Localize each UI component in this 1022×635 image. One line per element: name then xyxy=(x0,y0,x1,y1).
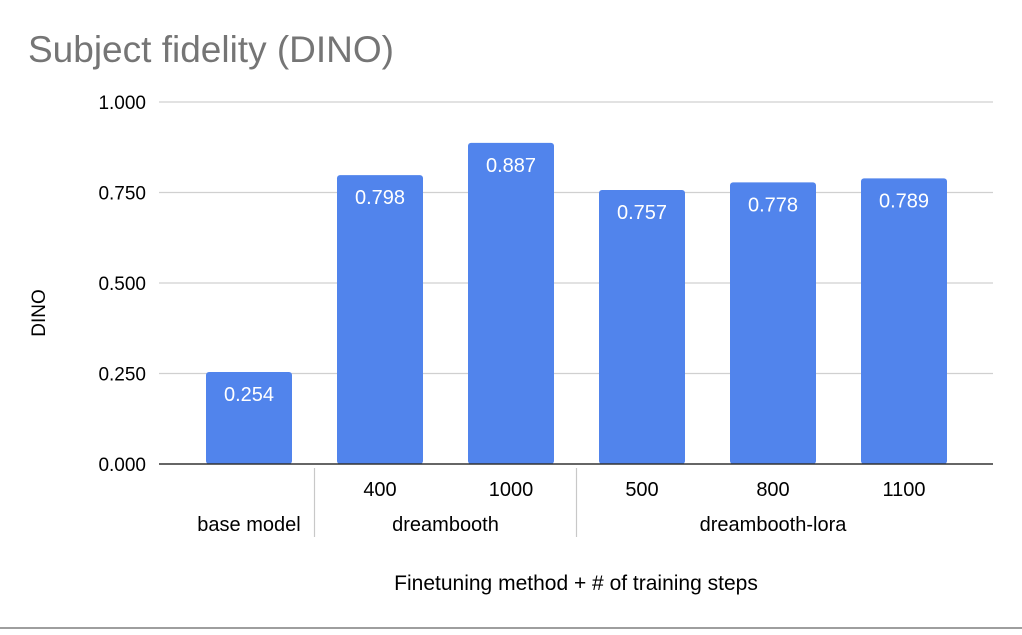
bar xyxy=(861,178,947,464)
x-tick-label: 800 xyxy=(756,479,789,501)
x-group-label: dreambooth xyxy=(392,514,499,536)
x-tick-label: 500 xyxy=(625,479,658,501)
bar xyxy=(206,372,292,464)
y-tick-labels: 0.000 0.250 0.500 0.750 1.000 xyxy=(98,93,146,476)
bar xyxy=(599,189,685,464)
data-labels: 0.254 0.798 0.887 0.757 0.778 0.789 xyxy=(224,155,929,406)
data-label: 0.254 xyxy=(224,384,274,406)
y-tick-label: 1.000 xyxy=(98,93,146,114)
bars xyxy=(206,142,947,464)
x-tick-label: 1000 xyxy=(489,479,534,501)
chart-title: Subject fidelity (DINO) xyxy=(28,29,394,70)
x-axis-label: Finetuning method + # of training steps xyxy=(394,572,758,595)
bar xyxy=(468,142,554,464)
gridlines xyxy=(159,101,993,375)
bar xyxy=(730,182,816,464)
y-tick-label: 0.750 xyxy=(98,184,146,205)
y-tick-label: 0.250 xyxy=(98,365,146,386)
x-tick-label: 400 xyxy=(363,479,396,501)
x-group-label: base model xyxy=(197,514,300,536)
y-tick-label: 0.500 xyxy=(98,274,146,295)
frame-border xyxy=(0,627,1022,629)
x-axis: 400 1000 500 800 1100 base model dreambooth dre… xyxy=(159,463,993,537)
y-tick-label: 0.000 xyxy=(98,455,146,476)
bar xyxy=(337,175,423,464)
data-label: 0.757 xyxy=(617,202,667,224)
data-label: 0.798 xyxy=(355,187,405,209)
data-label: 0.778 xyxy=(748,194,798,216)
x-tick-label: 1100 xyxy=(882,479,925,501)
data-label: 0.789 xyxy=(879,190,929,212)
data-label: 0.887 xyxy=(486,155,536,177)
y-axis-label: DINO xyxy=(29,289,50,337)
x-group-label: dreambooth-lora xyxy=(700,514,848,536)
